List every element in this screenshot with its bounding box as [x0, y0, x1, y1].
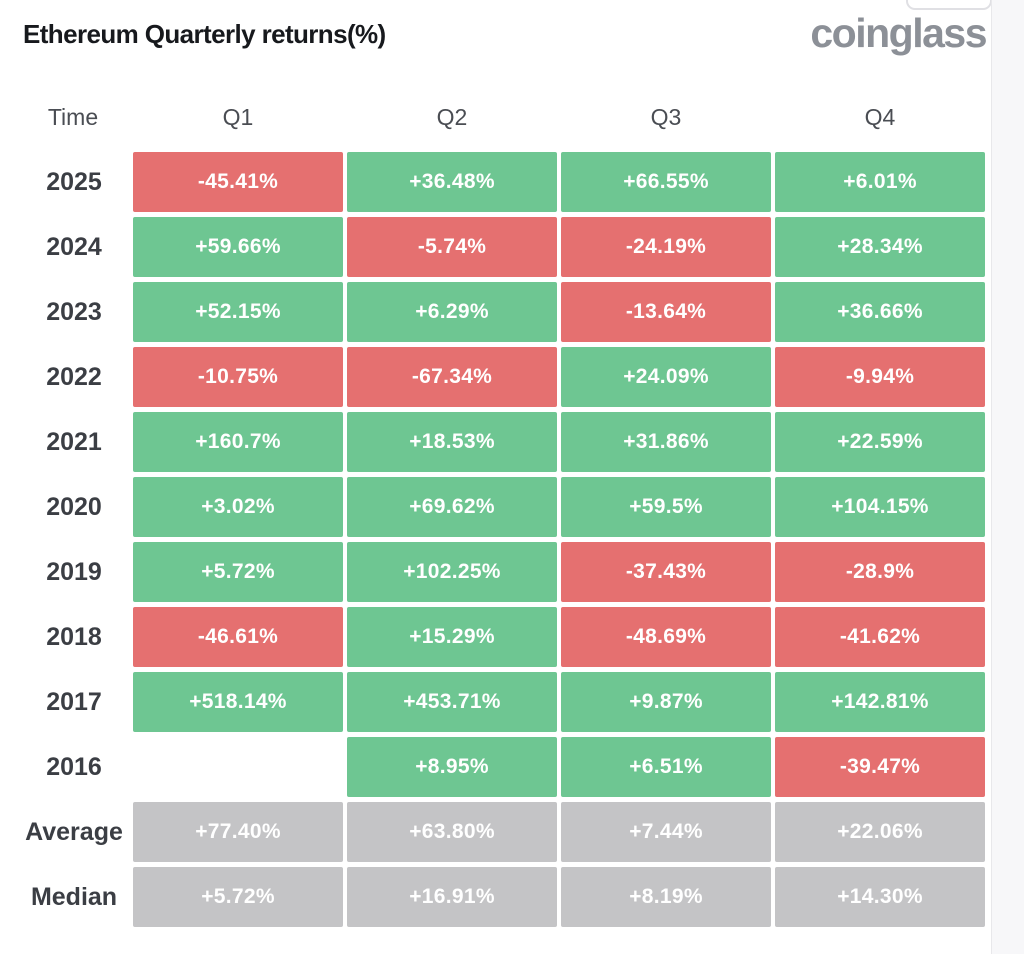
row-label-2019: 2019: [46, 557, 102, 586]
return-cell-2024-q3: -24.19%: [561, 217, 771, 277]
return-cell-2018-q3: -48.69%: [561, 607, 771, 667]
coinglass-logo: coinglass: [810, 10, 987, 56]
return-cell-2025-q2: +36.48%: [347, 152, 557, 212]
return-cell-2021-q2: +18.53%: [347, 412, 557, 472]
return-cell-2020-q1: +3.02%: [133, 477, 343, 537]
return-cell-2020-q3: +59.5%: [561, 477, 771, 537]
return-cell-2023-q2: +6.29%: [347, 282, 557, 342]
row-label-2017: 2017: [46, 687, 102, 716]
return-cell-2021-q1: +160.7%: [133, 412, 343, 472]
return-cell-average-q4: +22.06%: [775, 802, 985, 862]
row-label-2021: 2021: [46, 427, 102, 456]
return-cell-2017-q2: +453.71%: [347, 672, 557, 732]
return-cell-2025-q4: +6.01%: [775, 152, 985, 212]
return-cell-median-q4: +14.30%: [775, 867, 985, 927]
return-cell-2019-q2: +102.25%: [347, 542, 557, 602]
return-cell-2023-q3: -13.64%: [561, 282, 771, 342]
page-title: Ethereum Quarterly returns(%): [23, 19, 386, 49]
column-header-time: Time: [47, 103, 99, 130]
return-cell-2020-q2: +69.62%: [347, 477, 557, 537]
return-cell-2022-q2: -67.34%: [347, 347, 557, 407]
row-label-2020: 2020: [46, 492, 102, 521]
page-side-strip: [991, 0, 1024, 954]
returns-table: 2025 -45.41% +36.48% +66.55% +6.01% 2024 +59.6…: [0, 152, 985, 927]
return-cell-2023-q1: +52.15%: [133, 282, 343, 342]
return-cell-2017-q1: +518.14%: [133, 672, 343, 732]
return-cell-average-q1: +77.40%: [133, 802, 343, 862]
row-label-2022: 2022: [46, 362, 102, 391]
return-cell-average-q3: +7.44%: [561, 802, 771, 862]
row-label-median: Median: [30, 882, 118, 911]
return-cell-2022-q4: -9.94%: [775, 347, 985, 407]
return-cell-2017-q3: +9.87%: [561, 672, 771, 732]
column-header-q3: Q3: [650, 103, 682, 130]
return-cell-2016-q1: [133, 737, 343, 797]
return-cell-2016-q3: +6.51%: [561, 737, 771, 797]
column-header-q1: Q1: [222, 103, 254, 130]
cutoff-button-fragment[interactable]: [906, 0, 992, 10]
return-cell-2021-q3: +31.86%: [561, 412, 771, 472]
return-cell-2016-q2: +8.95%: [347, 737, 557, 797]
row-label-2023: 2023: [46, 297, 102, 326]
return-cell-2021-q4: +22.59%: [775, 412, 985, 472]
return-cell-2025-q1: -45.41%: [133, 152, 343, 212]
return-cell-2025-q3: +66.55%: [561, 152, 771, 212]
return-cell-2022-q3: +24.09%: [561, 347, 771, 407]
return-cell-average-q2: +63.80%: [347, 802, 557, 862]
return-cell-2019-q1: +5.72%: [133, 542, 343, 602]
table-header-row: Time Q1 Q2 Q3 Q4: [0, 101, 985, 133]
return-cell-median-q1: +5.72%: [133, 867, 343, 927]
column-header-q2: Q2: [436, 103, 468, 130]
return-cell-2019-q3: -37.43%: [561, 542, 771, 602]
return-cell-2017-q4: +142.81%: [775, 672, 985, 732]
return-cell-2020-q4: +104.15%: [775, 477, 985, 537]
row-label-2016: 2016: [46, 752, 102, 781]
return-cell-2018-q1: -46.61%: [133, 607, 343, 667]
row-label-average: Average: [25, 817, 123, 846]
return-cell-2024-q4: +28.34%: [775, 217, 985, 277]
return-cell-2024-q2: -5.74%: [347, 217, 557, 277]
return-cell-median-q2: +16.91%: [347, 867, 557, 927]
row-label-2024: 2024: [46, 232, 102, 261]
return-cell-2024-q1: +59.66%: [133, 217, 343, 277]
return-cell-2019-q4: -28.9%: [775, 542, 985, 602]
row-label-2018: 2018: [46, 622, 102, 651]
return-cell-median-q3: +8.19%: [561, 867, 771, 927]
column-header-q4: Q4: [864, 103, 896, 130]
return-cell-2023-q4: +36.66%: [775, 282, 985, 342]
return-cell-2022-q1: -10.75%: [133, 347, 343, 407]
return-cell-2016-q4: -39.47%: [775, 737, 985, 797]
row-label-2025: 2025: [46, 167, 102, 196]
return-cell-2018-q4: -41.62%: [775, 607, 985, 667]
return-cell-2018-q2: +15.29%: [347, 607, 557, 667]
